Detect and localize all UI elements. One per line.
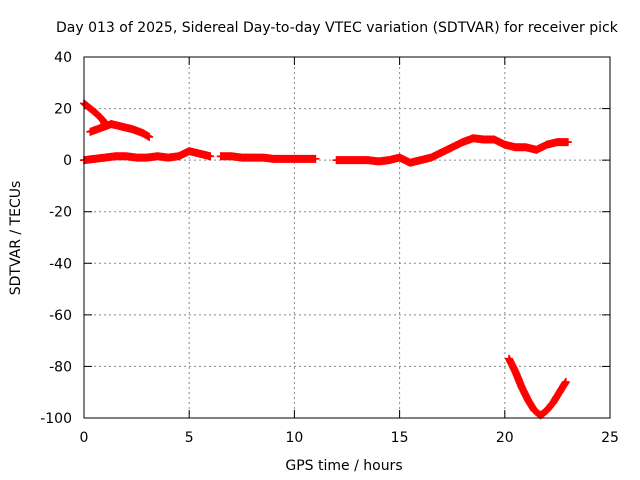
y-axis-label: SDTVAR / TECUs: [8, 181, 24, 296]
data-points: [80, 99, 572, 420]
y-tick-label: -80: [49, 359, 72, 375]
chart-title: Day 013 of 2025, Sidereal Day-to-day VTE…: [56, 20, 619, 36]
x-tick-label: 20: [496, 430, 514, 446]
data-point: [145, 132, 154, 141]
x-tick-label: 15: [391, 430, 409, 446]
x-tick-label: 0: [80, 430, 89, 446]
series-main-3: [332, 134, 572, 167]
y-tick-label: 0: [63, 153, 72, 169]
y-tick-label: 20: [54, 102, 72, 118]
axis-ticks: -100 -80 -60 -40 -20 0 20 40 0 5 10 15 20 25: [40, 50, 619, 446]
y-tick-label: -20: [49, 205, 72, 221]
series-main-2: [216, 152, 320, 163]
series-arc-early: [86, 120, 154, 141]
y-tick-label: 40: [54, 50, 72, 66]
y-tick-label: -100: [40, 411, 72, 427]
series-late-arc: [505, 354, 570, 420]
y-tick-label: -40: [49, 256, 72, 272]
gridlines: [84, 57, 610, 418]
x-axis-label: GPS time / hours: [285, 458, 402, 474]
x-tick-label: 25: [601, 430, 619, 446]
data-point: [206, 152, 215, 161]
y-tick-label: -60: [49, 308, 72, 324]
series-main-1: [80, 147, 215, 165]
data-point: [311, 154, 320, 163]
data-point: [563, 138, 572, 147]
x-tick-label: 10: [285, 430, 303, 446]
series-arc-start: [80, 99, 110, 129]
data-point: [561, 377, 570, 386]
plot-frame: [83, 56, 611, 419]
x-tick-label: 5: [185, 430, 194, 446]
